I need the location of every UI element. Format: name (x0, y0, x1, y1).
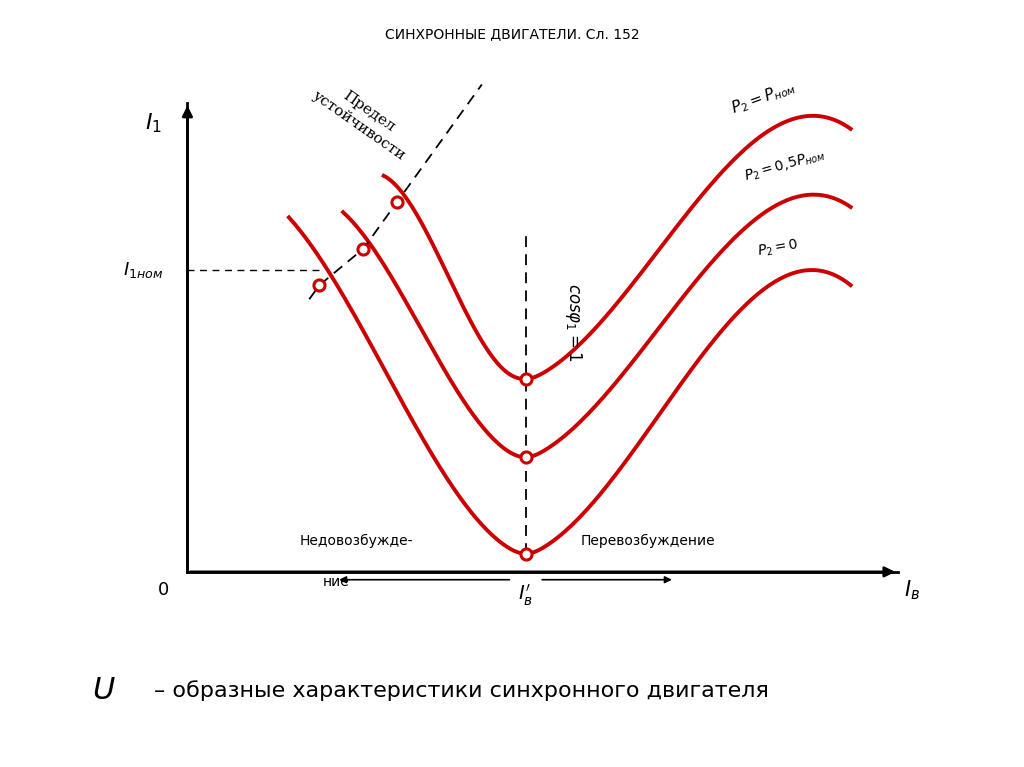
Text: $I_в'$: $I_в'$ (518, 583, 534, 608)
Text: Недовозбужде-: Недовозбужде- (300, 535, 414, 548)
Text: Перевозбуждение: Перевозбуждение (581, 535, 715, 548)
Text: $P_2=0{,}5P_{ном}$: $P_2=0{,}5P_{ном}$ (742, 146, 827, 185)
Text: $P_2=0$: $P_2=0$ (756, 237, 800, 261)
Text: $cos\varphi_1=1$: $cos\varphi_1=1$ (563, 282, 584, 361)
Text: $I_{1ном}$: $I_{1ном}$ (123, 259, 164, 279)
Text: $P_2=P_{ном}$: $P_2=P_{ном}$ (729, 77, 799, 118)
Text: СИНХРОННЫЕ ДВИГАТЕЛИ. Сл. 152: СИНХРОННЫЕ ДВИГАТЕЛИ. Сл. 152 (385, 28, 639, 41)
Text: $I_1$: $I_1$ (145, 112, 162, 136)
Text: 0: 0 (158, 581, 169, 599)
Text: Предел
устойчивости: Предел устойчивости (309, 74, 418, 163)
Text: $I_в$: $I_в$ (903, 578, 920, 602)
Text: ние: ние (323, 574, 349, 588)
Text: $\mathbf{\mathit{U}}$: $\mathbf{\mathit{U}}$ (92, 676, 116, 705)
Text: – образные характеристики синхронного двигателя: – образные характеристики синхронного дв… (154, 680, 768, 701)
